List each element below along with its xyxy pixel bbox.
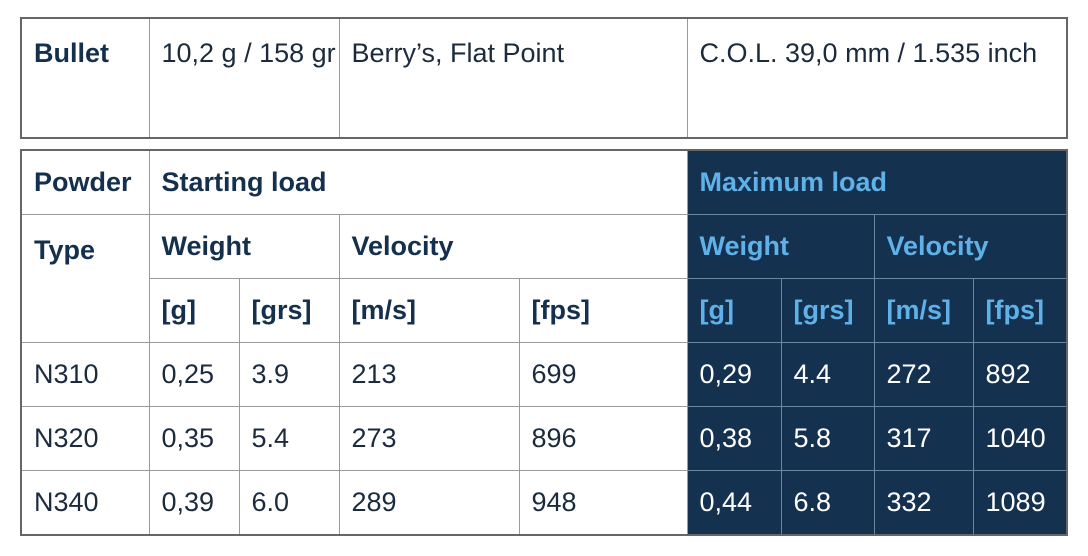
header-cell: Velocity	[338, 214, 688, 279]
data-row: N320 0,35 5.4 273 896 0,38 5.8 317 1040	[20, 406, 1068, 471]
data-cell: 6.8	[780, 470, 875, 536]
unit-cell: [m/s]	[338, 278, 520, 343]
unit-cell: [fps]	[972, 278, 1068, 343]
data-cell: 0,25	[148, 342, 240, 407]
data-row: N310 0,25 3.9 213 699 0,29 4.4 272 892	[20, 342, 1068, 407]
bullet-row: Bullet 10,2 g / 158 gr Berry’s, Flat Poi…	[20, 17, 1068, 139]
data-cell: 273	[338, 406, 520, 471]
cell: Bullet	[20, 17, 150, 139]
data-cell: 0,38	[686, 406, 782, 471]
data-cell: 6.0	[238, 470, 340, 536]
data-cell: N320	[20, 406, 150, 471]
data-cell: 892	[972, 342, 1068, 407]
cell: Berry’s, Flat Point	[338, 17, 688, 139]
header-cell: Velocity	[873, 214, 1068, 279]
data-cell: 699	[518, 342, 688, 407]
bullet-table: Bullet 10,2 g / 158 gr Berry’s, Flat Poi…	[20, 17, 1068, 139]
header-row: Powder Starting load Maximum load	[20, 149, 1068, 215]
data-cell: 1089	[972, 470, 1068, 536]
data-cell: N340	[20, 470, 150, 536]
data-cell: 896	[518, 406, 688, 471]
cell: 10,2 g / 158 gr	[148, 17, 340, 139]
data-cell: 0,44	[686, 470, 782, 536]
header-cell: Weight	[686, 214, 875, 279]
data-row: N340 0,39 6.0 289 948 0,44 6.8 332 1089	[20, 470, 1068, 536]
cell: C.O.L. 39,0 mm / 1.535 inch	[686, 17, 1068, 139]
unit-cell: [g]	[686, 278, 782, 343]
data-cell: N310	[20, 342, 150, 407]
data-cell: 289	[338, 470, 520, 536]
header-cell: Powder	[20, 149, 150, 215]
data-cell: 5.4	[238, 406, 340, 471]
data-cell: 3.9	[238, 342, 340, 407]
header-cell: Starting load	[148, 149, 688, 215]
data-cell: 0,29	[686, 342, 782, 407]
header-cell: Weight	[148, 214, 340, 279]
data-cell: 213	[338, 342, 520, 407]
unit-cell: [g]	[148, 278, 240, 343]
data-cell: 5.8	[780, 406, 875, 471]
data-cell: 272	[873, 342, 974, 407]
data-cell: 317	[873, 406, 974, 471]
data-cell: 0,39	[148, 470, 240, 536]
unit-cell: [m/s]	[873, 278, 974, 343]
data-cell: 4.4	[780, 342, 875, 407]
header-row: Type Weight Velocity Weight Velocity	[20, 214, 1068, 343]
data-cell: 948	[518, 470, 688, 536]
unit-row: [g] [grs] [m/s] [fps] [g] [grs] [m/s] [fps]	[21, 278, 1068, 343]
data-cell: 0,35	[148, 406, 240, 471]
data-cell: 332	[873, 470, 974, 536]
unit-cell: [grs]	[238, 278, 340, 343]
header-cell: Type	[20, 214, 150, 343]
load-table: Powder Starting load Maximum load Type W…	[20, 149, 1069, 536]
unit-cell: [grs]	[780, 278, 875, 343]
unit-cell: [fps]	[518, 278, 688, 343]
data-cell: 1040	[972, 406, 1068, 471]
header-cell: Maximum load	[686, 149, 1068, 215]
